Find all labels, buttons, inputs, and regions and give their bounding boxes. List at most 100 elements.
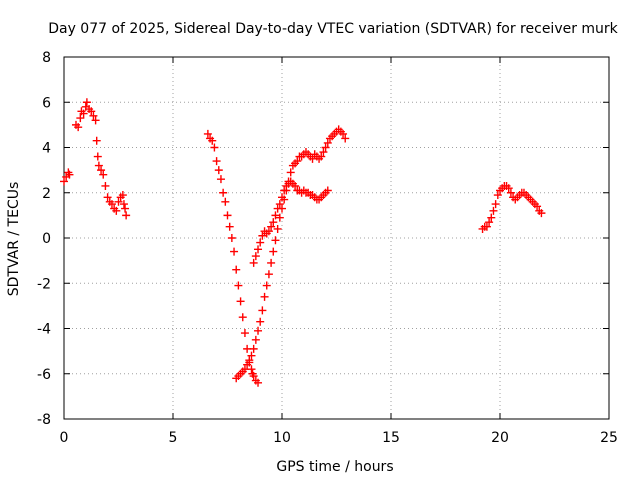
data-point-marker bbox=[225, 222, 234, 231]
data-point-marker bbox=[119, 200, 128, 209]
data-point-marker bbox=[221, 197, 230, 206]
data-point-marker bbox=[101, 181, 110, 190]
x-tick-label: 15 bbox=[382, 430, 400, 446]
data-points bbox=[60, 98, 546, 387]
data-point-marker bbox=[504, 184, 513, 193]
data-point-marker bbox=[76, 114, 85, 123]
data-point-marker bbox=[269, 247, 278, 256]
data-point-marker bbox=[271, 211, 280, 220]
data-point-marker bbox=[291, 181, 300, 190]
data-point-marker bbox=[82, 98, 91, 107]
data-point-marker bbox=[214, 166, 223, 175]
y-tick-label: 6 bbox=[42, 95, 51, 111]
data-point-marker bbox=[79, 109, 88, 118]
data-point-marker bbox=[227, 234, 236, 242]
data-point-marker bbox=[269, 218, 278, 227]
y-tick-label: 4 bbox=[42, 141, 51, 157]
data-point-marker bbox=[107, 200, 116, 209]
data-point-marker bbox=[223, 211, 232, 220]
data-point-marker bbox=[260, 292, 269, 301]
data-point-marker bbox=[537, 209, 546, 218]
series-3 bbox=[232, 125, 350, 383]
data-point-marker bbox=[262, 281, 271, 290]
data-point-marker bbox=[65, 170, 74, 179]
x-tick-label: 20 bbox=[491, 430, 509, 446]
data-point-marker bbox=[245, 358, 254, 367]
x-axis-label: GPS time / hours bbox=[276, 459, 393, 475]
axis-ticks: 0 5 10 15 20 25 -8 -6 -4 -2 0 2 4 6 8 bbox=[37, 50, 618, 446]
grid-lines bbox=[64, 57, 609, 419]
data-point-marker bbox=[208, 136, 217, 145]
data-point-marker bbox=[99, 170, 108, 179]
data-point-marker bbox=[258, 306, 267, 315]
x-tick-label: 5 bbox=[169, 430, 178, 446]
data-point-marker bbox=[232, 265, 241, 274]
y-tick-label: -2 bbox=[37, 276, 51, 292]
data-point-marker bbox=[256, 238, 265, 247]
data-point-marker bbox=[251, 335, 260, 344]
data-point-marker bbox=[254, 245, 263, 254]
data-point-marker bbox=[273, 224, 282, 233]
y-axis-label: SDTVAR / TECUs bbox=[6, 182, 22, 297]
x-tick-label: 10 bbox=[273, 430, 291, 446]
y-tick-label: -4 bbox=[37, 322, 51, 338]
data-point-marker bbox=[92, 136, 101, 145]
data-point-marker bbox=[216, 175, 225, 184]
data-point-marker bbox=[93, 152, 102, 161]
y-tick-label: 2 bbox=[42, 186, 51, 202]
data-point-marker bbox=[60, 177, 68, 186]
data-point-marker bbox=[275, 200, 284, 209]
data-point-marker bbox=[319, 148, 328, 157]
data-point-marker bbox=[122, 211, 131, 220]
data-point-marker bbox=[323, 138, 332, 147]
data-point-marker bbox=[278, 193, 286, 202]
data-point-marker bbox=[114, 197, 123, 206]
series-2 bbox=[203, 129, 263, 387]
data-point-marker bbox=[247, 351, 256, 360]
data-point-marker bbox=[249, 372, 258, 381]
data-point-marker bbox=[249, 344, 258, 353]
data-point-marker bbox=[212, 157, 221, 166]
data-point-marker bbox=[219, 188, 228, 197]
y-tick-label: 0 bbox=[42, 231, 51, 247]
data-point-marker bbox=[482, 222, 491, 231]
data-point-marker bbox=[112, 206, 121, 215]
data-point-marker bbox=[280, 186, 289, 195]
data-point-marker bbox=[89, 111, 98, 120]
data-point-marker bbox=[254, 326, 263, 335]
data-point-marker bbox=[341, 134, 350, 143]
data-point-marker bbox=[74, 123, 83, 132]
data-point-marker bbox=[94, 161, 103, 170]
data-point-marker bbox=[97, 166, 106, 175]
data-point-marker bbox=[286, 168, 295, 177]
data-point-marker bbox=[485, 218, 494, 227]
data-point-marker bbox=[210, 143, 219, 152]
data-point-marker bbox=[240, 329, 249, 338]
y-tick-label: 8 bbox=[42, 50, 51, 66]
data-point-marker bbox=[487, 213, 496, 222]
data-point-marker bbox=[506, 188, 515, 197]
data-point-marker bbox=[230, 247, 239, 256]
data-point-marker bbox=[317, 152, 326, 161]
data-point-marker bbox=[267, 258, 276, 267]
y-tick-label: -8 bbox=[37, 412, 51, 428]
data-point-marker bbox=[251, 252, 260, 261]
data-point-marker bbox=[339, 129, 348, 138]
data-point-marker bbox=[293, 157, 302, 166]
series-5 bbox=[478, 181, 546, 233]
data-point-marker bbox=[240, 365, 249, 374]
data-point-marker bbox=[258, 231, 267, 240]
data-point-marker bbox=[256, 317, 265, 326]
data-point-marker bbox=[493, 191, 502, 200]
data-point-marker bbox=[91, 116, 100, 125]
data-point-marker bbox=[238, 313, 247, 322]
data-point-marker bbox=[264, 270, 273, 279]
chart-title: Day 077 of 2025, Sidereal Day-to-day VTE… bbox=[48, 21, 618, 37]
data-point-marker bbox=[321, 143, 330, 152]
data-point-marker bbox=[491, 200, 500, 209]
data-point-marker bbox=[267, 222, 276, 231]
series-1 bbox=[60, 98, 131, 220]
x-tick-label: 0 bbox=[60, 430, 69, 446]
series-4 bbox=[249, 177, 332, 267]
